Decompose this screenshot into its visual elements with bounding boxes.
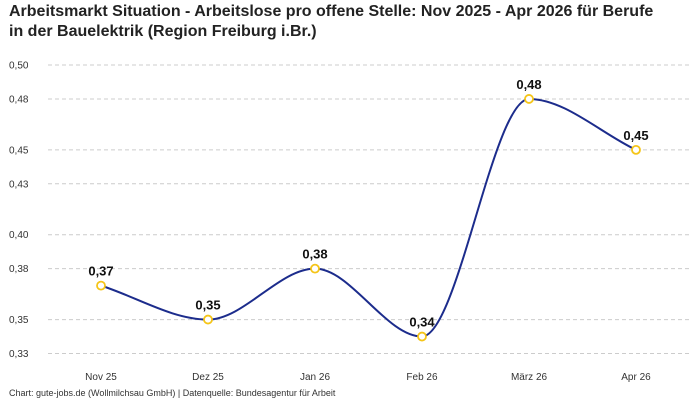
- x-tick-label: Jan 26: [300, 372, 330, 383]
- series-line: [100, 97, 637, 338]
- chart-title: Arbeitsmarkt Situation - Arbeitslose pro…: [9, 3, 654, 40]
- data-label: 0,34: [409, 315, 435, 330]
- x-tick-label: März 26: [511, 372, 548, 383]
- data-label: 0,38: [302, 247, 327, 262]
- data-label: 0,35: [195, 298, 220, 313]
- gridlines: [48, 64, 690, 355]
- y-tick-label: 0,38: [9, 264, 29, 275]
- x-tick-label: Feb 26: [406, 372, 438, 383]
- data-point: [203, 314, 213, 325]
- data-point: [96, 280, 106, 291]
- y-axis-ticks: 0,33 0,35 0,38 0,40 0,43 0,45 0,48 0,50: [9, 61, 29, 361]
- x-tick-label: Dez 25: [192, 372, 224, 383]
- data-point: [310, 263, 320, 274]
- y-tick-label: 0,43: [9, 179, 29, 190]
- data-label: 0,45: [623, 128, 648, 143]
- data-labels: 0,37 0,35 0,38 0,34 0,48 0,45: [88, 77, 648, 330]
- x-tick-label: Nov 25: [85, 372, 117, 383]
- y-tick-label: 0,40: [9, 230, 29, 241]
- data-point: [631, 144, 641, 155]
- y-tick-label: 0,50: [9, 61, 29, 72]
- chart-footer: Chart: gute-jobs.de (Wollmilchsau GmbH) …: [9, 388, 336, 398]
- data-point: [524, 94, 534, 104]
- data-point: [417, 331, 427, 342]
- data-points: [96, 94, 641, 342]
- data-label: 0,48: [516, 77, 541, 92]
- y-tick-label: 0,33: [9, 349, 29, 360]
- y-tick-label: 0,48: [9, 94, 29, 105]
- x-axis-ticks: Nov 25 Dez 25 Jan 26 Feb 26 März 26 Apr 26: [85, 372, 651, 383]
- data-label: 0,37: [88, 264, 113, 279]
- x-tick-label: Apr 26: [621, 372, 651, 383]
- y-tick-label: 0,35: [9, 315, 29, 326]
- y-tick-label: 0,45: [9, 145, 29, 156]
